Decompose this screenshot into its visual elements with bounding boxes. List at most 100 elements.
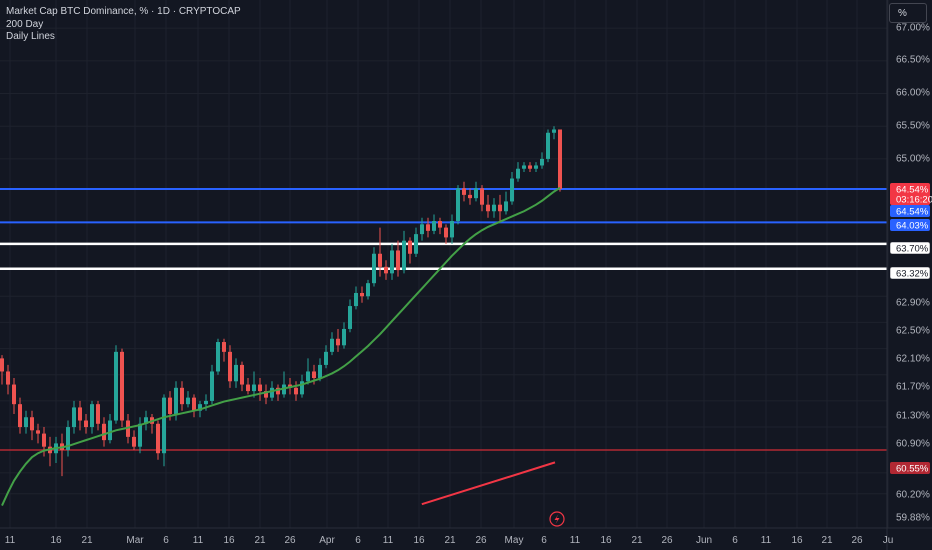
candle-body-33 [198,404,202,411]
time-tick-label: 21 [81,535,93,546]
candle-body-32 [192,397,196,411]
candle-body-0 [0,358,4,372]
time-tick-label: 16 [50,535,62,546]
candle-body-26 [156,423,160,454]
candle-body-16 [96,404,100,424]
legend-title: Market Cap BTC Dominance, % · 1D · CRYPT… [6,6,241,17]
candle-body-44 [264,391,268,398]
lightning-glyph [554,514,560,524]
candle-body-24 [144,417,148,424]
candle-body-70 [420,224,424,235]
legend-indicator-daily-lines[interactable]: Daily Lines [6,31,55,42]
candle-body-64 [384,266,388,274]
candle-body-74 [444,227,448,238]
candle-body-93 [558,129,562,189]
candle-body-40 [240,364,244,385]
candle-body-23 [138,423,142,447]
candle-body-54 [324,351,328,365]
price-badge-label: 64.54% [896,185,929,196]
candle-body-13 [78,407,82,421]
candle-body-11 [66,427,70,450]
time-tick-label: 26 [284,535,296,546]
horizontal-levels[interactable] [0,188,887,451]
price-tick-label: 67.00% [896,23,930,34]
price-badge-bg [890,462,930,474]
price-tick-label: 65.00% [896,154,930,165]
candle-body-58 [348,306,352,329]
time-tick-label: 6 [163,535,169,546]
price-badge-bg [890,183,930,205]
candle-body-81 [486,204,490,212]
candle-body-20 [120,351,124,421]
candle-body-89 [534,165,538,169]
candle-body-12 [72,407,76,428]
candle-body-78 [468,194,472,199]
price-axis[interactable]: 67.00% 66.50% 66.00% 65.50% 65.00% 62.90% 62.5… [886,0,930,550]
candle-body-7 [42,433,46,447]
trend-line-segment [421,461,556,506]
candle-body-63 [378,253,382,267]
candle-body-76 [456,188,460,222]
candle-body-83 [498,204,502,212]
candle-body-88 [528,165,532,169]
price-tick-label: 62.90% [896,298,930,309]
candle-body-62 [372,253,376,284]
time-tick-label: 21 [444,535,456,546]
candle-body-51 [306,371,310,382]
candle-body-50 [300,381,304,395]
candle-body-38 [228,351,232,382]
time-axis[interactable]: 11 16 21 Mar 6 11 16 21 26 Apr 6 11 16 21 26 May 6 11 16 21… [0,527,932,546]
time-tick-label: 6 [541,535,547,546]
candle-body-79 [474,188,478,199]
candle-body-4 [24,417,28,428]
candle-body-92 [552,129,556,133]
price-badge-countdown: 03:16:20 [896,195,932,206]
candle-body-86 [516,168,520,179]
time-tick-label: 21 [254,535,266,546]
candlestick-series [0,126,562,477]
candle-body-3 [18,404,22,428]
time-tick-label: Ju [883,535,894,546]
time-tick-label: Jun [696,535,712,546]
lightning-icon [549,511,565,527]
candle-body-30 [180,387,184,405]
candle-body-60 [360,292,364,297]
price-tick-label: 60.90% [896,439,930,450]
time-tick-label: 6 [355,535,361,546]
price-badge-bg [889,266,931,280]
candle-body-61 [366,283,370,297]
candle-body-46 [276,387,280,395]
time-tick-label: 26 [475,535,487,546]
candle-body-66 [396,250,400,271]
candle-body-52 [312,371,316,379]
axis-unit-button[interactable]: % [889,3,927,23]
candle-body-36 [216,342,220,372]
candle-body-49 [294,387,298,395]
time-tick-label: 11 [383,535,394,546]
time-tick-label: 11 [570,535,581,546]
candle-body-2 [12,384,16,405]
candle-body-68 [408,240,412,254]
time-tick-label: 26 [661,535,673,546]
time-tick-label: 26 [851,535,863,546]
candle-body-55 [330,338,334,352]
chart-legend: Market Cap BTC Dominance, % · 1D · CRYPT… [6,6,241,44]
time-tick-label: Apr [319,535,335,546]
candle-body-45 [270,387,274,398]
candle-body-35 [210,371,214,401]
time-tick-label: 11 [5,535,16,546]
event-marker[interactable] [549,511,565,527]
trend-line[interactable] [421,461,556,506]
legend-indicator-200-day[interactable]: 200 Day [6,18,44,30]
candle-body-91 [546,132,550,159]
time-tick-label: 16 [600,535,612,546]
time-tick-label: 11 [193,535,204,546]
candle-body-1 [6,371,10,385]
price-tick-label: 61.30% [896,411,930,422]
candle-body-59 [354,292,358,307]
time-tick-label: 6 [732,535,738,546]
candle-body-28 [168,397,172,414]
price-badge-label: 60.55% [896,464,929,475]
candle-body-42 [252,384,256,392]
